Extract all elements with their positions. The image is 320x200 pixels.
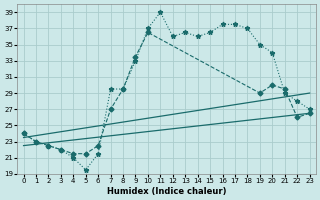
X-axis label: Humidex (Indice chaleur): Humidex (Indice chaleur) bbox=[107, 187, 226, 196]
